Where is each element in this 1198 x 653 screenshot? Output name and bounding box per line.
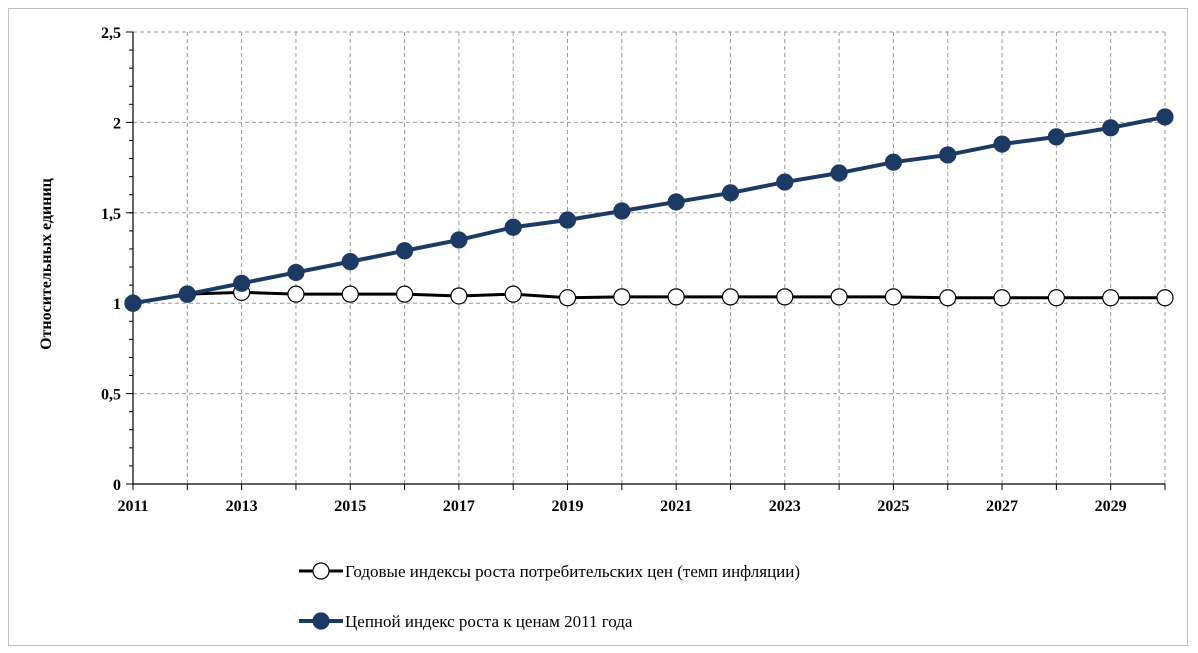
data-point [830, 164, 848, 182]
series-line [132, 290, 1165, 305]
series-line [132, 115, 1166, 306]
data-point [558, 211, 577, 229]
x-tick-label: 2011 [117, 498, 148, 515]
y-tick-label: 2 [113, 115, 121, 132]
gridlines [133, 31, 1166, 484]
y-tick-label: 1,5 [101, 206, 121, 223]
legend-marker [312, 612, 330, 630]
data-point [1156, 108, 1174, 126]
x-tick-label: 2013 [226, 498, 258, 515]
data-point [287, 285, 305, 303]
data-point [1102, 289, 1120, 307]
series-2 [124, 108, 1174, 312]
x-tick-label: 2029 [1095, 498, 1127, 515]
x-tick-label: 2027 [986, 498, 1018, 515]
axes [126, 31, 1166, 490]
legend-entry-2: Цепной индекс роста к ценам 2011 года [299, 612, 633, 631]
data-point [287, 263, 305, 282]
x-tick-label: 2019 [552, 498, 584, 515]
x-tick-label: 2015 [334, 498, 366, 515]
data-point [721, 184, 740, 202]
chart-frame: 0 0,5 1 1,5 2 2,5 2011 2013 2015 2017 2019 2021 2023… [8, 8, 1188, 646]
data-point [830, 288, 848, 306]
data-point [395, 242, 414, 260]
data-point [1047, 289, 1065, 307]
data-point [776, 288, 794, 306]
data-point [613, 202, 631, 220]
data-point [504, 218, 522, 236]
data-point [884, 288, 903, 306]
data-point [721, 288, 740, 306]
data-point [450, 287, 468, 305]
y-axis-title: Относительных единиц [38, 178, 55, 350]
line-chart: 0 0,5 1 1,5 2 2,5 2011 2013 2015 2017 2019 2021 2023… [38, 25, 1174, 631]
data-point [939, 289, 957, 307]
series-1 [124, 283, 1174, 312]
data-point [1102, 119, 1120, 137]
data-point [776, 173, 794, 191]
data-point [341, 253, 359, 271]
y-tick-label: 0 [113, 477, 121, 494]
x-tick-label: 2017 [443, 498, 475, 515]
series-layer [124, 108, 1174, 312]
legend-marker [312, 562, 330, 580]
data-point [558, 289, 577, 307]
data-point [233, 274, 251, 292]
y-tick-label: 1 [113, 296, 121, 313]
legend-label: Цепной индекс роста к ценам 2011 года [345, 612, 633, 631]
data-point [667, 288, 685, 306]
y-tick-label: 0,5 [101, 387, 121, 404]
data-point [395, 285, 414, 303]
x-tick-label: 2023 [769, 498, 801, 515]
data-point [124, 294, 142, 312]
legend-entry-1: Годовые индексы роста потребительских це… [299, 562, 800, 581]
data-point [993, 135, 1011, 153]
legend-label: Годовые индексы роста потребительских це… [345, 562, 800, 581]
tick-labels: 0 0,5 1 1,5 2 2,5 2011 2013 2015 2017 2019 2021 2023… [101, 25, 1127, 515]
data-point [884, 153, 903, 171]
data-point [667, 193, 685, 211]
x-tick-label: 2021 [660, 498, 692, 515]
data-point [450, 231, 468, 249]
data-point [504, 285, 522, 303]
data-point [613, 288, 631, 306]
data-point [1156, 289, 1174, 307]
data-point [1047, 128, 1065, 146]
x-tick-label: 2025 [877, 498, 909, 515]
data-point [341, 285, 359, 303]
data-point [993, 289, 1011, 307]
data-point [939, 146, 957, 164]
data-point [178, 285, 196, 303]
y-tick-label: 2,5 [101, 25, 121, 42]
legend: Годовые индексы роста потребительских це… [299, 562, 800, 631]
